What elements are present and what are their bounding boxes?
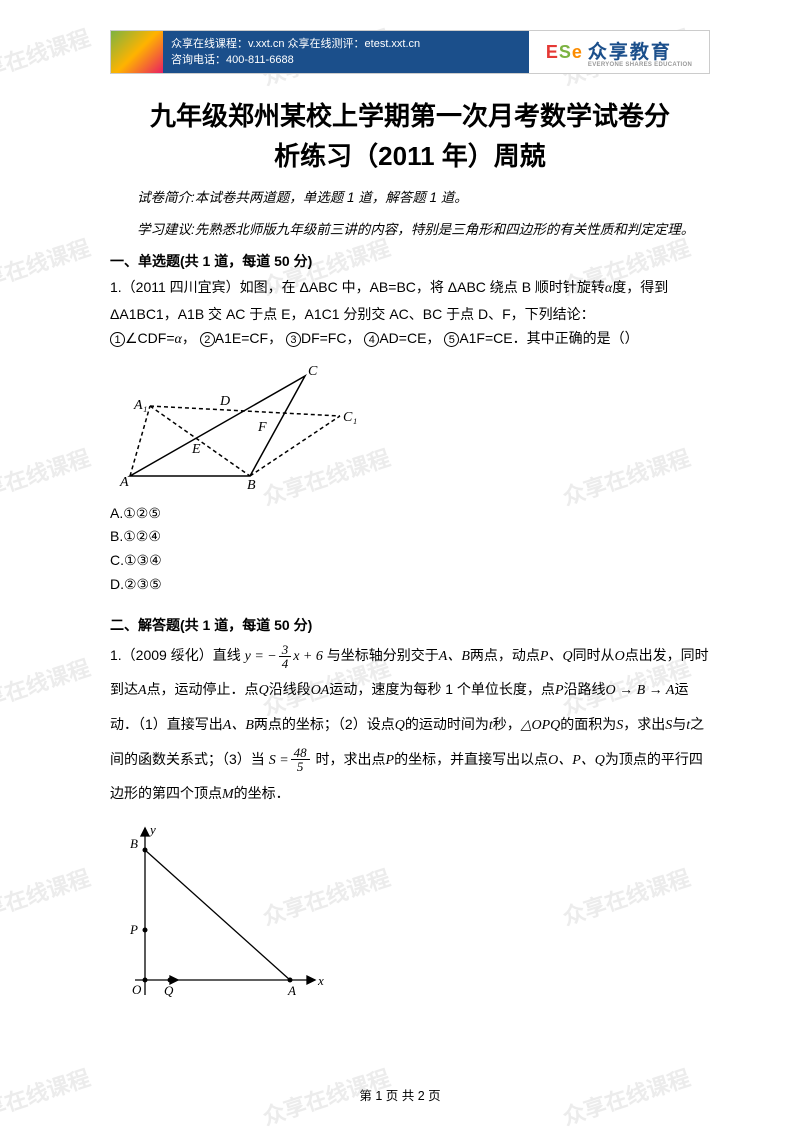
page-footer: 第 1 页 共 2 页 [0,1085,800,1104]
svg-text:E: E [191,442,201,457]
svg-text:A: A [287,983,296,998]
svg-text:C₁: C₁ [343,410,357,425]
ese-logo: E S e [546,42,582,63]
banner-brand: E S e 众享教育 EVERYONE SHARES EDUCATION [529,31,709,73]
question-2: 1.（2009 绥化）直线 y = −34x + 6 与坐标轴分别交于A、B两点… [110,639,710,812]
intro-1: 试卷简介:本试卷共两道题，单选题 1 道，解答题 1 道。 [110,187,710,209]
options: A.①②⑤ B.①②④ C.①③④ D.②③⑤ [110,502,710,597]
section-1-head: 一、单选题(共 1 道，每道 50 分) [110,251,710,271]
svg-text:B: B [130,836,138,851]
svg-text:D: D [219,394,230,409]
svg-text:P: P [129,922,138,937]
option-d: D.②③⑤ [110,573,710,597]
svg-text:y: y [148,822,156,837]
svg-text:Q: Q [164,983,174,998]
svg-text:B: B [247,478,256,491]
banner-line1: 众享在线课程：v.xxt.cn 众享在线测评：etest.xxt.cn [171,36,521,53]
svg-text:x: x [317,973,324,988]
svg-text:C: C [308,364,318,379]
figure-1: A B C A₁ C₁ D E F [110,361,710,496]
section-2-head: 二、解答题(共 1 道，每道 50 分) [110,615,710,635]
banner-line2: 咨询电话：400-811-6688 [171,52,521,69]
intro-2: 学习建议:先熟悉北师版九年级前三讲的内容，特别是三角形和四边形的有关性质和判定定… [110,219,710,241]
page-title: 九年级郑州某校上学期第一次月考数学试卷分 析练习（2011 年）周兢 [110,96,710,177]
svg-text:A: A [119,475,129,490]
svg-text:A₁: A₁ [133,398,147,413]
figure-2: O A B P Q x y [110,820,710,1010]
question-1: 1.（2011 四川宜宾）如图，在 ΔABC 中，AB=BC，将 ΔABC 绕点… [110,275,710,353]
option-a: A.①②⑤ [110,502,710,526]
brand-sub: EVERYONE SHARES EDUCATION [588,62,692,68]
option-b: B.①②④ [110,525,710,549]
header-banner: 众享在线课程：v.xxt.cn 众享在线测评：etest.xxt.cn 咨询电话… [110,30,710,74]
svg-text:F: F [257,420,267,435]
banner-icon [111,31,163,73]
option-c: C.①③④ [110,549,710,573]
banner-info: 众享在线课程：v.xxt.cn 众享在线测评：etest.xxt.cn 咨询电话… [163,31,529,73]
brand-cn: 众享教育 [588,42,672,63]
svg-text:O: O [132,982,142,997]
